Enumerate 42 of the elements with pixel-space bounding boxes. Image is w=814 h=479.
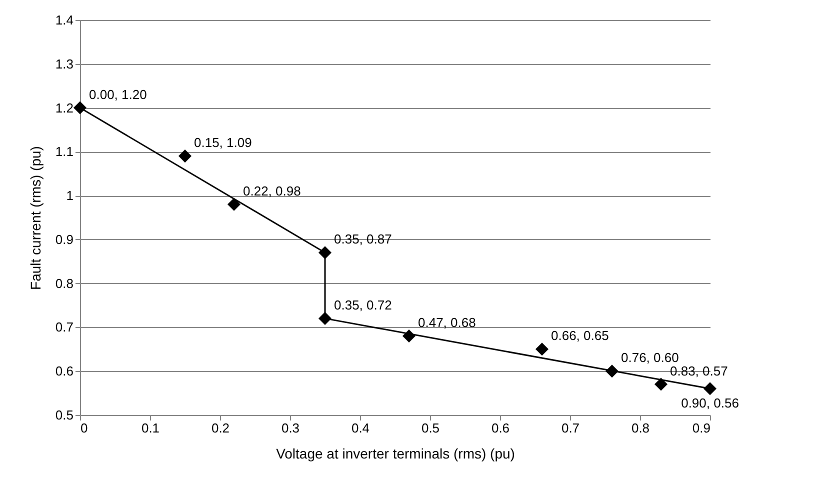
point xyxy=(605,364,619,378)
data-label: 0.15, 1.09 xyxy=(194,135,252,150)
point xyxy=(318,246,332,260)
x-tick-label: 0.8 xyxy=(631,420,650,436)
data-label: 0.35, 0.87 xyxy=(334,232,392,247)
y-tick-label: 0.8 xyxy=(55,276,74,291)
point xyxy=(178,150,192,163)
x-axis-title: Voltage at inverter terminals (rms) (pu) xyxy=(276,446,515,462)
x-tick-label: 0 xyxy=(80,420,88,436)
data-label: 0.90, 0.56 xyxy=(681,396,739,411)
point xyxy=(654,378,668,391)
data-label: 0.83, 0.57 xyxy=(670,363,728,378)
point xyxy=(535,342,549,356)
data-label: 0.35, 0.72 xyxy=(334,297,392,312)
x-tick-label: 0.4 xyxy=(351,420,370,436)
y-tick-label: 1.2 xyxy=(55,100,74,116)
y-tick-label: 0.7 xyxy=(55,320,74,335)
data-label: 0.00, 1.20 xyxy=(89,86,147,102)
y-tick-label: 1.3 xyxy=(55,56,74,72)
x-tick-label: 0.1 xyxy=(141,420,160,436)
y-tick-label: 0.9 xyxy=(55,232,74,247)
x-tick-label: 0.9 xyxy=(692,420,710,436)
x-tick-label: 0.6 xyxy=(491,420,510,436)
point xyxy=(703,382,717,396)
x-tick-label: 0.2 xyxy=(211,420,230,436)
y-axis-title: Fault current (rms) (pu) xyxy=(27,146,44,290)
data-label: 0.22, 0.98 xyxy=(243,183,301,198)
data-label: 0.76, 0.60 xyxy=(621,350,679,366)
x-tick-label: 0.7 xyxy=(561,420,580,436)
y-tick-label: 1.1 xyxy=(55,144,74,160)
x-tick-label: 0.5 xyxy=(421,420,440,436)
y-tick-label: 0.5 xyxy=(55,408,74,422)
point xyxy=(73,101,87,114)
x-tick-label: 0.3 xyxy=(281,420,300,436)
data-label: 0.66, 0.65 xyxy=(551,328,609,344)
y-tick-label: 0.6 xyxy=(55,364,74,379)
data-label: 0.47, 0.68 xyxy=(418,315,476,330)
y-tick-label: 1.4 xyxy=(55,12,74,28)
y-tick-label: 1 xyxy=(66,188,74,204)
point xyxy=(402,329,416,343)
point xyxy=(318,312,332,325)
point xyxy=(227,198,241,211)
